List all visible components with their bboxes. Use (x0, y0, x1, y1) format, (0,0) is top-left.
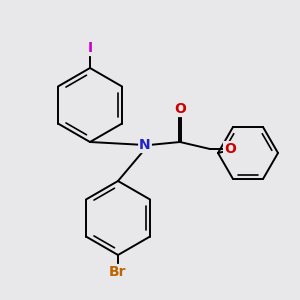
Text: I: I (87, 41, 93, 55)
Text: O: O (174, 102, 186, 116)
Text: O: O (224, 142, 236, 156)
Text: Br: Br (109, 265, 127, 279)
Text: N: N (139, 138, 151, 152)
